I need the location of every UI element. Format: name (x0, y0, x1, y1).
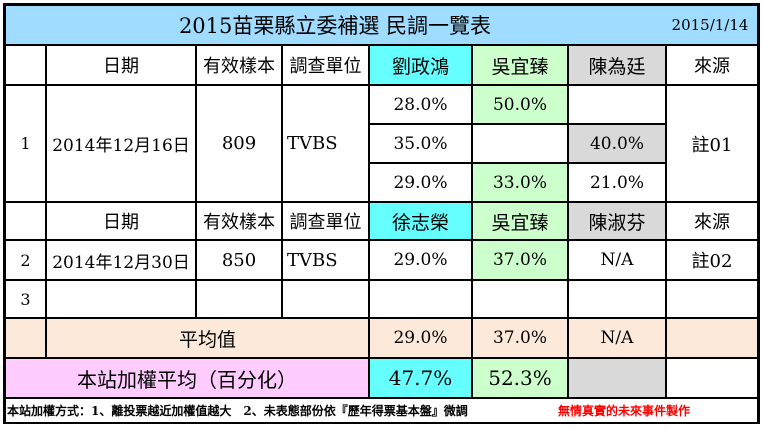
row3-candidate2 (472, 280, 568, 318)
candidate-5-header: 吳宜臻 (472, 202, 568, 240)
candidate-3-header: 陳為廷 (568, 45, 666, 85)
average-index-cell (5, 318, 46, 358)
average-candidate1: 29.0% (369, 318, 472, 358)
poll1-row2-candidate2 (472, 124, 568, 163)
row3-source (666, 280, 758, 318)
poll1-row1-candidate2: 50.0% (472, 85, 568, 124)
poll1-date: 2014年12月16日 (46, 85, 196, 202)
poll2-candidate3: N/A (568, 240, 666, 280)
poll2-source: 註02 (666, 240, 758, 280)
poll2-index: 2 (5, 240, 46, 280)
date-header: 日期 (46, 45, 196, 85)
poll2-org: TVBS (282, 240, 369, 280)
weighted-label: 本站加權平均（百分化） (5, 358, 369, 398)
average-label: 平均值 (46, 318, 369, 358)
poll2-date: 2014年12月30日 (46, 240, 196, 280)
footer-brand: 無情真實的未來事件製作 (558, 404, 691, 418)
page-title: 2015苗栗縣立委補選 民調一覽表 (178, 14, 492, 38)
poll1-row3-candidate1: 29.0% (369, 163, 472, 202)
poll2-sample: 850 (196, 240, 282, 280)
weighted-source-cell (666, 358, 758, 398)
index-header-cell-2 (5, 202, 46, 240)
weighted-candidate2: 52.3% (472, 358, 568, 398)
poll1-org: TVBS (282, 85, 369, 202)
org-header: 調查單位 (282, 45, 369, 85)
poll1-row2-candidate3: 40.0% (568, 124, 666, 163)
row3-index: 3 (5, 280, 46, 318)
poll1-source: 註01 (666, 85, 758, 202)
average-candidate2: 37.0% (472, 318, 568, 358)
poll2-candidate2: 37.0% (472, 240, 568, 280)
poll1-row1-candidate1: 28.0% (369, 85, 472, 124)
index-header-cell (5, 45, 46, 85)
org-header-2: 調查單位 (282, 202, 369, 240)
page-date: 2015/1/14 (671, 16, 749, 34)
weighted-candidate3 (568, 358, 666, 398)
sample-header-2: 有效樣本 (196, 202, 282, 240)
poll1-index: 1 (5, 85, 46, 202)
date-header-2: 日期 (46, 202, 196, 240)
sample-header: 有效樣本 (196, 45, 282, 85)
candidate-6-header: 陳淑芬 (568, 202, 666, 240)
poll2-candidate1: 29.0% (369, 240, 472, 280)
poll1-row3-candidate2: 33.0% (472, 163, 568, 202)
source-header-2: 來源 (666, 202, 758, 240)
average-candidate3: N/A (568, 318, 666, 358)
source-header: 來源 (666, 45, 758, 85)
row3-candidate1 (369, 280, 472, 318)
poll1-row2-candidate1: 35.0% (369, 124, 472, 163)
candidate-4-header: 徐志榮 (369, 202, 472, 240)
weighted-candidate1: 47.7% (369, 358, 472, 398)
average-source-cell (666, 318, 758, 358)
row3-sample (196, 280, 282, 318)
title-bar (5, 5, 758, 45)
row3-date (46, 280, 196, 318)
candidate-1-header: 劉政鴻 (369, 45, 472, 85)
footer-bar (5, 398, 758, 423)
row3-org (282, 280, 369, 318)
poll1-row3-candidate3: 21.0% (568, 163, 666, 202)
poll1-sample: 809 (196, 85, 282, 202)
poll1-row1-candidate3 (568, 85, 666, 124)
candidate-2-header: 吳宜臻 (472, 45, 568, 85)
row3-candidate3 (568, 280, 666, 318)
footer-note: 本站加權方式：1、離投票越近加權值越大 2、未表態部份依『歷年得票基本盤』微調 (7, 404, 468, 418)
